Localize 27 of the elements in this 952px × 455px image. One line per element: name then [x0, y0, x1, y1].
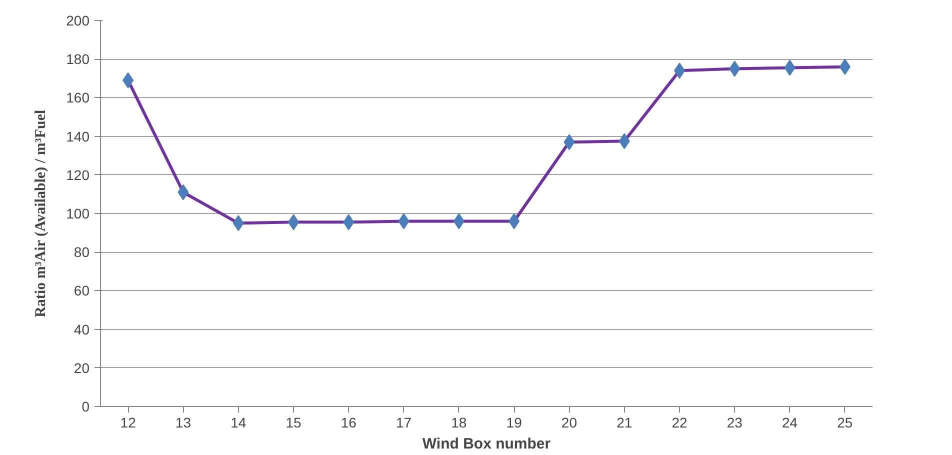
y-tick-label: 160	[66, 90, 90, 106]
x-tick-label: 15	[286, 414, 302, 430]
x-tick-label: 20	[561, 414, 578, 430]
x-tick-label: 23	[726, 414, 743, 430]
y-tick-label: 100	[66, 206, 90, 222]
y-tick-label: 20	[74, 360, 90, 376]
x-tick-label: 13	[175, 414, 192, 430]
x-tick-label: 18	[451, 414, 467, 430]
y-tick-label: 140	[66, 128, 90, 144]
y-tick-label: 80	[74, 244, 90, 260]
x-axis-title: Wind Box number	[422, 436, 551, 452]
x-tick-label: 19	[506, 414, 522, 430]
x-tick-label: 17	[396, 414, 412, 430]
y-tick-label: 120	[66, 166, 90, 183]
y-tick-label: 180	[66, 51, 90, 68]
x-tick-label: 12	[120, 414, 136, 430]
x-tick-label: 24	[782, 414, 798, 430]
x-tick-label: 22	[672, 414, 688, 430]
y-tick-label: 40	[74, 321, 90, 338]
x-tick-label: 25	[837, 414, 853, 430]
x-tick-label: 21	[616, 414, 632, 430]
y-tick-label: 60	[74, 282, 90, 299]
y-tick-label: 0	[82, 398, 90, 414]
y-axis-title: Ratio m³Air (Available) / m³Fuel	[33, 110, 50, 318]
x-tick-label: 16	[340, 414, 357, 430]
x-tick-label: 14	[230, 414, 246, 430]
y-tick-label: 200	[66, 12, 90, 28]
